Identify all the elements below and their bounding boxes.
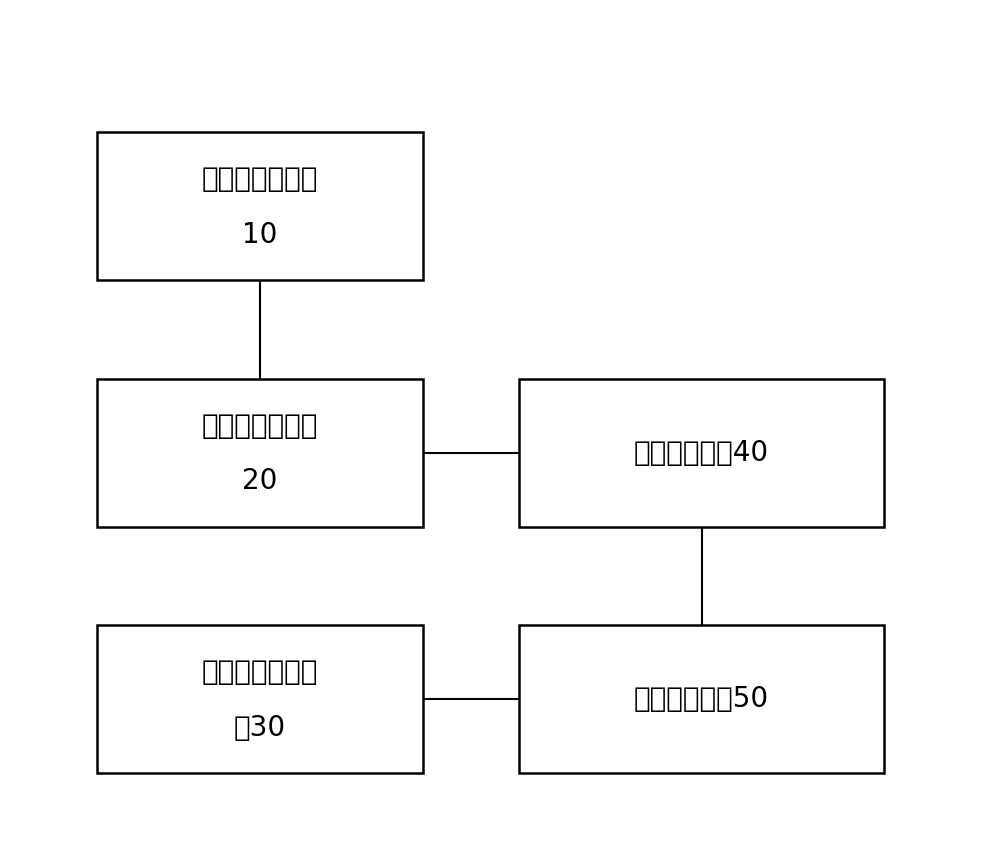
Text: 模型构建单元40: 模型构建单元40 <box>634 438 769 467</box>
Text: 元30: 元30 <box>234 714 286 742</box>
Bar <box>519 625 884 773</box>
Text: 风险预测单元50: 风险预测单元50 <box>634 685 769 713</box>
Text: 10: 10 <box>242 221 278 249</box>
Bar <box>97 625 423 773</box>
Text: 用户数据获取单: 用户数据获取单 <box>202 658 318 686</box>
Text: 20: 20 <box>242 467 278 496</box>
Bar <box>97 378 423 526</box>
Text: 数据库建立单元: 数据库建立单元 <box>202 165 318 193</box>
Bar <box>519 378 884 526</box>
Text: 数据集构建单元: 数据集构建单元 <box>202 412 318 439</box>
Bar <box>97 132 423 280</box>
